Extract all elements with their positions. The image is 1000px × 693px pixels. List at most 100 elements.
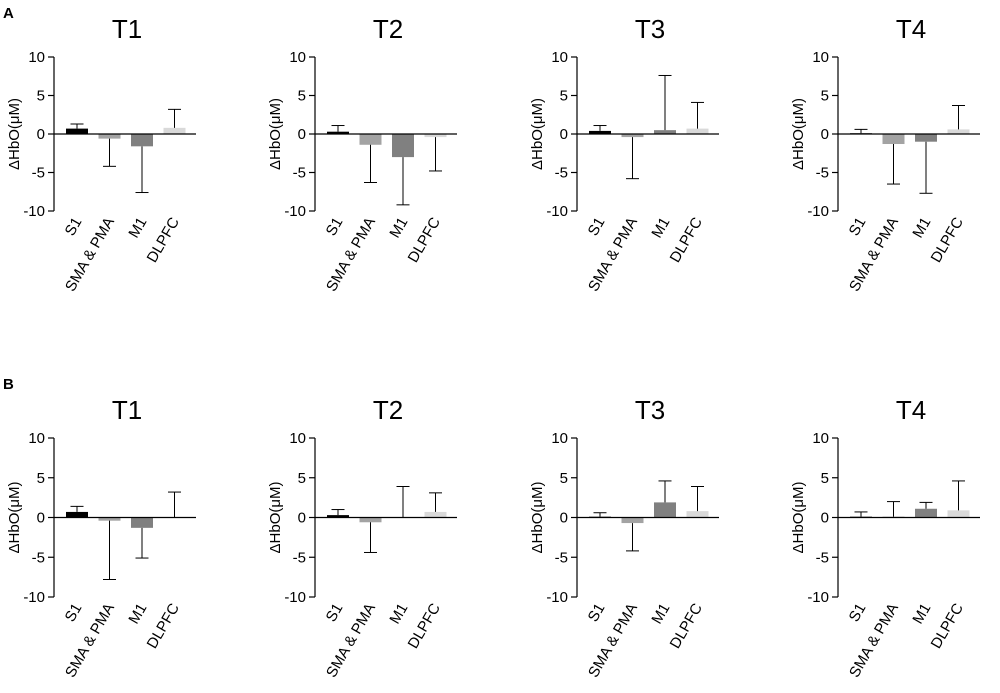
y-tick-label: -5 — [816, 549, 829, 566]
bar — [915, 508, 937, 518]
y-tick-label: 0 — [560, 126, 568, 143]
y-tick-label: 10 — [812, 430, 829, 447]
x-category-label: S1 — [62, 601, 86, 625]
x-category-label: DLPFC — [928, 600, 967, 651]
panel-label-b: B — [3, 376, 14, 393]
y-tick-label: -10 — [546, 589, 568, 606]
y-axis-label: ΔHbO(μM) — [529, 98, 546, 170]
y-tick-label: 10 — [812, 49, 829, 66]
y-tick-label: -10 — [546, 203, 568, 220]
y-tick-label: -5 — [293, 549, 306, 566]
bar — [359, 517, 382, 523]
bar — [327, 131, 349, 134]
y-tick-label: -10 — [23, 203, 45, 220]
chart-title: T2 — [373, 395, 403, 425]
x-category-label: S1 — [323, 601, 347, 625]
bar — [424, 511, 447, 518]
y-tick-label: 0 — [298, 126, 306, 143]
bar — [654, 502, 676, 518]
y-tick-label: 10 — [289, 49, 306, 66]
y-tick-label: -5 — [32, 549, 45, 566]
y-tick-label: 5 — [298, 88, 306, 105]
x-category-label: M1 — [909, 215, 934, 242]
y-tick-label: 5 — [37, 470, 45, 487]
y-axis-label: ΔHbO(μM) — [6, 98, 23, 170]
bar — [882, 134, 905, 145]
x-category-label: M1 — [125, 215, 150, 242]
x-category-label: M1 — [909, 601, 934, 628]
y-tick-label: -10 — [807, 203, 829, 220]
y-tick-label: 10 — [289, 430, 306, 447]
bar — [686, 128, 709, 134]
x-category-label: DLPFC — [667, 600, 706, 651]
y-tick-label: 10 — [28, 430, 45, 447]
chart-title: T3 — [635, 14, 665, 44]
bar — [621, 517, 644, 524]
x-category-label: DLPFC — [405, 600, 444, 651]
x-category-label: S1 — [323, 215, 347, 239]
bar — [131, 517, 153, 528]
x-category-label: S1 — [846, 215, 870, 239]
y-tick-label: -10 — [284, 203, 306, 220]
y-tick-label: -10 — [23, 589, 45, 606]
x-category-label: DLPFC — [667, 214, 706, 265]
bar — [327, 515, 349, 518]
x-category-label: M1 — [125, 601, 150, 628]
x-category-label: DLPFC — [405, 214, 444, 265]
y-axis-label: ΔHbO(μM) — [6, 482, 23, 554]
bar — [947, 510, 970, 518]
y-tick-label: 0 — [821, 126, 829, 143]
bar — [621, 134, 644, 138]
bar — [66, 511, 88, 518]
y-tick-label: -10 — [807, 589, 829, 606]
bar — [915, 134, 937, 142]
bar — [131, 134, 153, 147]
y-tick-label: 0 — [560, 510, 568, 527]
chart-title: T1 — [112, 14, 142, 44]
chart-title: T3 — [635, 395, 665, 425]
y-tick-label: 0 — [298, 510, 306, 527]
y-tick-label: 10 — [551, 430, 568, 447]
panel-label-a: A — [3, 5, 14, 22]
y-axis-label: ΔHbO(μM) — [790, 482, 807, 554]
x-category-label: M1 — [648, 601, 673, 628]
x-category-label: M1 — [648, 215, 673, 242]
bar — [686, 511, 709, 518]
x-category-label: S1 — [585, 215, 609, 239]
bar — [654, 130, 676, 134]
y-tick-label: 5 — [298, 470, 306, 487]
bar — [163, 127, 186, 134]
y-tick-label: -5 — [32, 165, 45, 182]
x-category-label: DLPFC — [144, 600, 183, 651]
y-tick-label: -5 — [293, 165, 306, 182]
y-tick-label: 0 — [821, 510, 829, 527]
x-category-label: M1 — [386, 215, 411, 242]
y-tick-label: -5 — [816, 165, 829, 182]
bar — [424, 134, 447, 138]
chart-title: T2 — [373, 14, 403, 44]
bar — [392, 134, 414, 158]
y-axis-label: ΔHbO(μM) — [529, 482, 546, 554]
y-axis-label: ΔHbO(μM) — [267, 98, 284, 170]
chart-title: T1 — [112, 395, 142, 425]
y-tick-label: 0 — [37, 510, 45, 527]
bar — [589, 130, 611, 134]
bar — [98, 134, 121, 139]
y-tick-label: 5 — [821, 470, 829, 487]
x-category-label: DLPFC — [144, 214, 183, 265]
y-tick-label: 5 — [560, 88, 568, 105]
y-tick-label: 5 — [821, 88, 829, 105]
chart-title: T4 — [896, 14, 926, 44]
y-tick-label: 10 — [28, 49, 45, 66]
x-category-label: M1 — [386, 601, 411, 628]
x-category-label: S1 — [585, 601, 609, 625]
y-axis-label: ΔHbO(μM) — [790, 98, 807, 170]
y-tick-label: -10 — [284, 589, 306, 606]
